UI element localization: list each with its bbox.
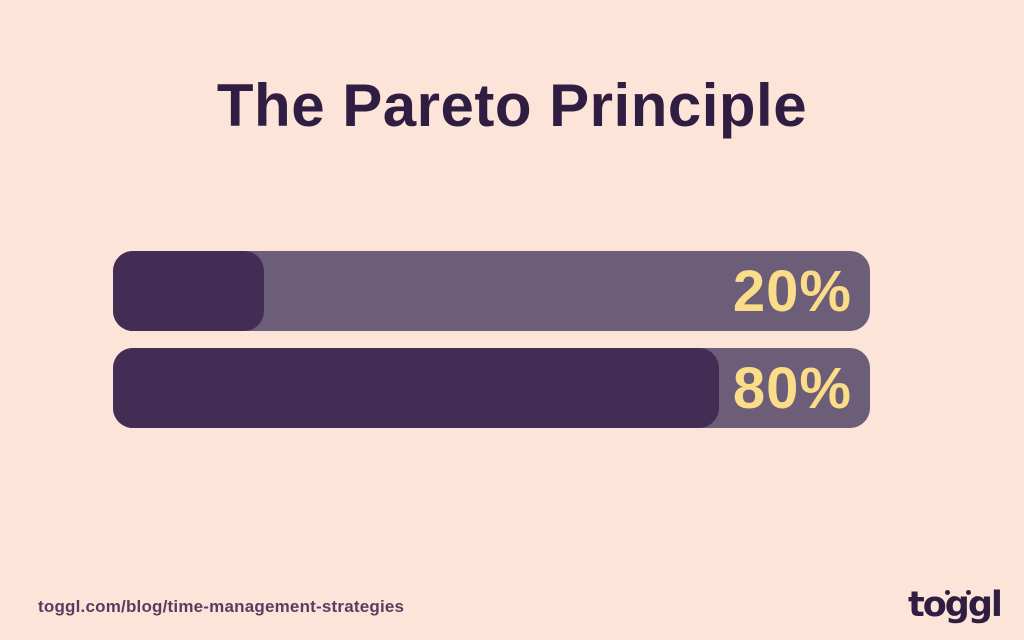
page-title: The Pareto Principle xyxy=(216,72,808,139)
bar-fill-20 xyxy=(113,251,265,331)
logo-dot-icon xyxy=(945,590,950,595)
bar-track-20: 20% xyxy=(113,251,870,331)
source-url: toggl.com/blog/time-management-strategie… xyxy=(38,597,405,616)
logo-dot-icon xyxy=(966,590,971,595)
bar-fill-80 xyxy=(113,348,719,428)
bar-label-80: 80% xyxy=(732,356,852,421)
pareto-bar-chart: 20% 80% xyxy=(113,251,870,445)
bar-track-80: 80% xyxy=(113,348,870,428)
toggl-logo: toggl xyxy=(908,583,1003,627)
toggl-logo-text: toggl xyxy=(908,585,1003,625)
bar-label-20: 20% xyxy=(732,259,852,324)
